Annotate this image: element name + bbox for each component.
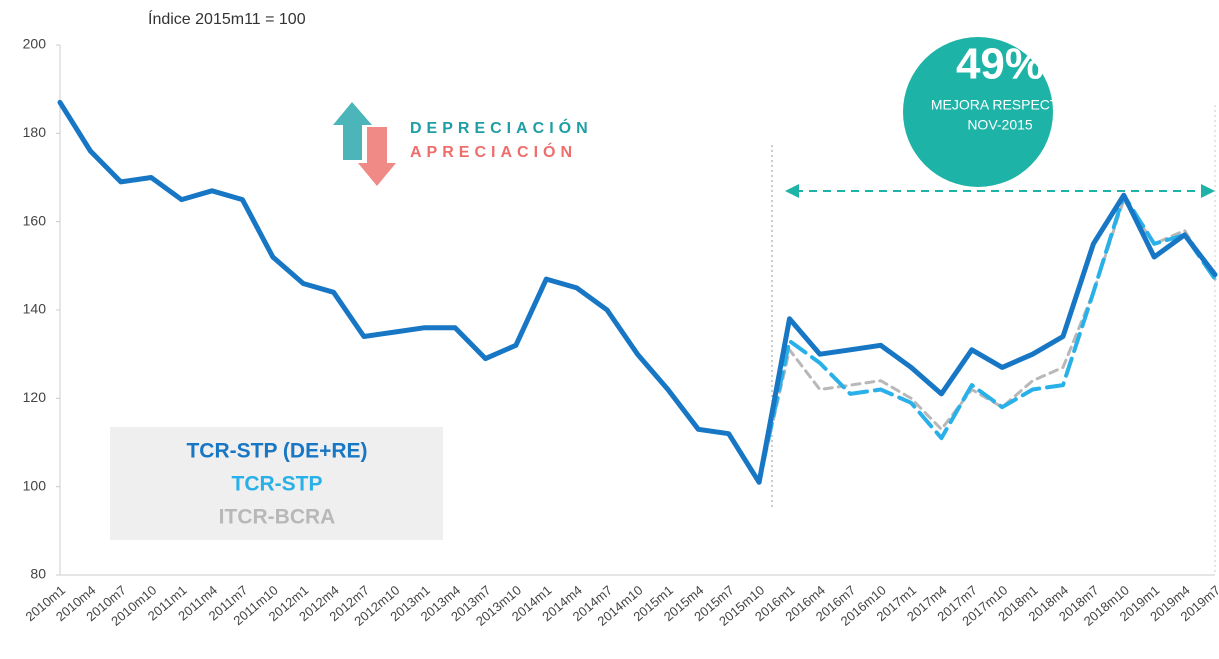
legend xyxy=(110,427,443,540)
y-tick-label: 180 xyxy=(23,124,47,140)
legend-label: TCR-STP (DE+RE) xyxy=(186,440,367,463)
legend-note: DEPRECIACIÓN xyxy=(410,118,593,137)
y-tick-label: 100 xyxy=(23,477,47,493)
arrow-head xyxy=(1201,184,1215,198)
series-line xyxy=(58,100,1217,485)
arrow-head xyxy=(785,184,799,198)
down-arrow xyxy=(358,127,396,186)
badge-text: MEJORA RESPECTO xyxy=(931,97,1069,113)
badge-text: NOV-2015 xyxy=(967,117,1033,133)
legend-label: ITCR-BCRA xyxy=(219,506,336,529)
up-arrow xyxy=(333,102,372,160)
y-tick-label: 140 xyxy=(23,301,47,317)
legend-label: TCR-STP xyxy=(232,473,323,496)
y-tick-label: 120 xyxy=(23,389,47,405)
y-tick-label: 80 xyxy=(30,566,46,582)
legend-note: APRECIACIÓN xyxy=(410,142,577,161)
series-line xyxy=(57,99,1218,485)
subtitle: Índice 2015m11 = 100 xyxy=(148,9,306,28)
y-tick-label: 200 xyxy=(23,36,47,52)
series-line xyxy=(58,100,1217,484)
badge xyxy=(903,37,1053,187)
y-tick-label: 160 xyxy=(23,212,47,228)
badge-value: 49% xyxy=(956,40,1044,89)
